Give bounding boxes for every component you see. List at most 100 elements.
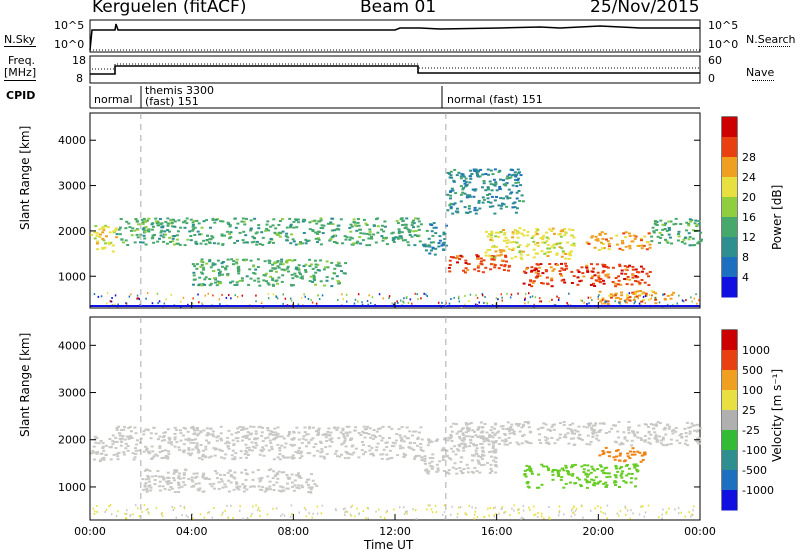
noise-cell	[417, 298, 419, 301]
data-cell	[208, 284, 212, 287]
noise-cell	[255, 300, 257, 303]
data-cell	[395, 219, 399, 222]
data-cell	[259, 449, 263, 452]
data-cell	[546, 247, 550, 250]
data-cell	[530, 269, 534, 272]
data-cell	[364, 432, 368, 434]
data-cell	[121, 434, 125, 437]
data-cell	[365, 223, 369, 226]
noise-cell	[485, 302, 488, 304]
data-cell	[105, 235, 108, 238]
noise-cell	[484, 296, 486, 298]
data-cell	[604, 238, 608, 241]
data-cell	[642, 299, 645, 301]
data-cell	[106, 226, 110, 229]
data-cell	[503, 443, 507, 446]
data-cell	[430, 224, 434, 226]
data-cell	[645, 272, 649, 275]
data-cell	[535, 228, 539, 230]
data-cell	[309, 490, 313, 493]
data-cell	[613, 424, 617, 427]
noise-cell	[367, 507, 369, 510]
noise-cell	[367, 517, 369, 520]
data-cell	[511, 428, 515, 431]
data-cell	[335, 455, 339, 458]
data-cell	[142, 221, 145, 224]
data-cell	[676, 239, 680, 242]
data-cell	[536, 244, 540, 247]
data-cell	[462, 468, 466, 470]
data-cell	[489, 169, 493, 172]
data-cell	[385, 243, 389, 246]
data-cell	[489, 463, 493, 466]
nave-label: Nave	[746, 66, 775, 79]
noise-cell	[513, 504, 516, 507]
data-cell	[521, 200, 525, 203]
data-cell	[614, 476, 618, 479]
data-cell	[687, 426, 691, 429]
data-cell	[627, 472, 631, 475]
noise-cell	[574, 509, 577, 512]
data-cell	[505, 245, 509, 248]
data-cell	[486, 186, 490, 189]
data-cell	[636, 464, 640, 467]
data-cell	[553, 442, 557, 445]
data-cell	[312, 274, 316, 277]
data-cell	[539, 263, 543, 266]
data-cell	[666, 443, 670, 446]
noise-cell	[197, 293, 199, 296]
data-cell	[234, 437, 238, 440]
data-cell	[243, 486, 246, 489]
data-cell	[586, 475, 589, 478]
data-cell	[459, 442, 463, 445]
data-cell	[432, 222, 436, 225]
noise-cell	[525, 292, 527, 295]
data-cell	[586, 469, 590, 472]
data-cell	[308, 426, 312, 429]
data-cell	[154, 453, 158, 456]
noise-cell	[476, 516, 479, 519]
data-cell	[255, 240, 259, 243]
noise-cell	[527, 301, 529, 304]
data-cell	[235, 485, 239, 488]
data-cell	[599, 281, 602, 284]
data-cell	[376, 225, 380, 228]
noise-cell	[366, 300, 369, 302]
noise-cell	[182, 296, 185, 299]
noise-cell	[517, 292, 519, 295]
data-cell	[566, 427, 570, 430]
data-cell	[264, 272, 268, 275]
data-cell	[482, 440, 486, 443]
data-cell	[255, 243, 259, 246]
noise-cell	[509, 296, 512, 299]
data-cell	[129, 430, 133, 433]
colorbar-tick: 12	[742, 231, 756, 244]
data-cell	[142, 234, 146, 237]
data-cell	[462, 179, 466, 182]
data-cell	[599, 429, 603, 432]
noise-cell	[392, 303, 395, 306]
data-cell	[570, 430, 574, 432]
noise-cell	[572, 511, 574, 514]
data-cell	[299, 273, 302, 276]
noise-cell	[259, 515, 261, 518]
noise-cell	[517, 509, 519, 511]
noise-cell	[628, 292, 631, 295]
data-cell	[293, 259, 297, 262]
noise-cell	[406, 512, 408, 515]
data-cell	[619, 298, 623, 300]
data-cell	[416, 225, 420, 228]
data-cell	[92, 451, 96, 454]
data-cell	[273, 427, 277, 430]
data-cell	[435, 439, 439, 442]
noise-cell	[201, 302, 203, 305]
data-cell	[667, 229, 671, 231]
data-cell	[457, 444, 461, 447]
data-cell	[607, 276, 611, 279]
data-cell	[573, 432, 576, 435]
data-cell	[552, 268, 556, 271]
noise-cell	[474, 303, 477, 306]
data-cell	[397, 428, 401, 431]
data-cell	[209, 226, 212, 229]
noise-cell	[222, 511, 224, 514]
